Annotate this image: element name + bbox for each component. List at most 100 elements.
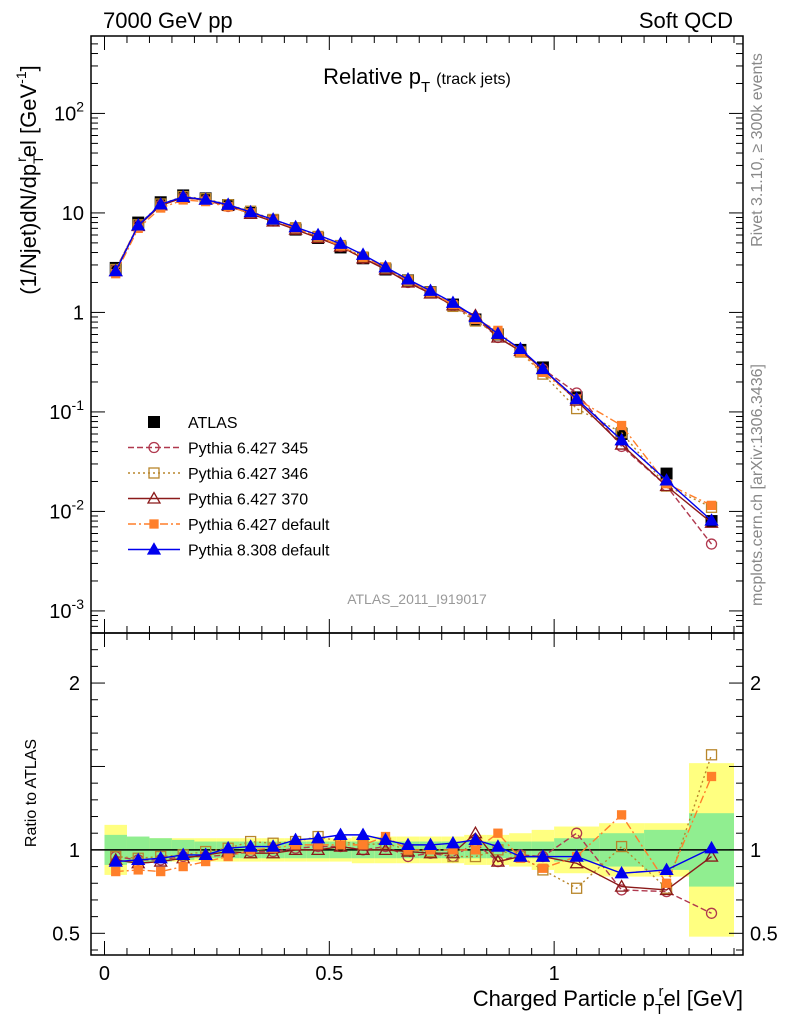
ratio-y-tick-label: 0.5 bbox=[52, 923, 80, 945]
side-label-events: Rivet 3.1.10, ≥ 300k events bbox=[749, 53, 766, 247]
data-point bbox=[288, 219, 303, 233]
legend-marker bbox=[148, 441, 160, 454]
data-point bbox=[614, 865, 629, 879]
legend-item: Pythia 6.427 default bbox=[128, 517, 330, 534]
data-point bbox=[265, 212, 281, 225]
legend-label: Pythia 6.427 345 bbox=[188, 441, 308, 458]
analysis-watermark: ATLAS_2011_I919017 bbox=[347, 591, 487, 607]
data-point bbox=[288, 832, 303, 846]
data-point bbox=[221, 197, 236, 210]
y-tick-label: 10-1 bbox=[49, 397, 84, 424]
legend-item: Pythia 6.427 345 bbox=[128, 441, 308, 458]
data-point bbox=[176, 189, 191, 203]
data-point bbox=[400, 272, 416, 285]
data-point bbox=[423, 283, 438, 296]
data-point bbox=[569, 391, 584, 405]
data-point bbox=[614, 432, 629, 446]
data-point bbox=[378, 832, 393, 846]
chart-title-note: (track jets) bbox=[436, 71, 511, 88]
data-point bbox=[490, 326, 506, 339]
data-point bbox=[490, 854, 506, 867]
legend-label: Pythia 6.427 default bbox=[188, 517, 330, 534]
legend-label: ATLAS bbox=[188, 415, 238, 432]
legend: ATLAS Pythia 6.427 345 Pythia 6.427 346 Pyt… bbox=[128, 415, 330, 560]
data-point bbox=[659, 862, 674, 876]
data-point bbox=[378, 259, 393, 273]
data-point bbox=[470, 845, 481, 855]
data-point bbox=[178, 861, 188, 872]
legend-label: Pythia 6.427 370 bbox=[188, 492, 308, 509]
ratio-y-tick-label: 2 bbox=[69, 673, 80, 695]
y-axis-label-unit-superscript: -1 bbox=[13, 71, 29, 84]
y-tick-exponent: -1 bbox=[72, 397, 85, 413]
data-point bbox=[704, 849, 719, 862]
y-tick-base: 10 bbox=[49, 601, 71, 623]
data-point bbox=[333, 236, 348, 249]
x-tick-label: 0 bbox=[99, 963, 110, 985]
x-tick-label: 0.5 bbox=[315, 963, 343, 985]
data-point bbox=[705, 538, 718, 550]
chart-title-main: Relative p bbox=[323, 64, 421, 89]
data-point bbox=[333, 827, 348, 841]
data-point bbox=[108, 854, 123, 867]
data-point bbox=[153, 197, 168, 210]
y-tick-base: 10 bbox=[54, 103, 76, 125]
y-axis-label-close: ] bbox=[16, 65, 41, 71]
series-pythia-6-427-default bbox=[111, 195, 717, 511]
y-axis-label-tail: el [GeV bbox=[16, 84, 41, 158]
data-point bbox=[445, 835, 461, 849]
data-point bbox=[355, 247, 371, 260]
y-axis-label-superscript: r bbox=[13, 157, 29, 162]
data-point bbox=[570, 882, 583, 894]
series-line bbox=[115, 195, 712, 508]
y-tick-exponent: -3 bbox=[72, 596, 85, 612]
data-point bbox=[111, 866, 121, 877]
data-point bbox=[131, 218, 146, 231]
legend-label: Pythia 6.427 346 bbox=[188, 466, 308, 483]
data-point bbox=[706, 771, 717, 782]
y-tick-exponent: -2 bbox=[72, 496, 85, 512]
data-point bbox=[310, 830, 326, 844]
data-point bbox=[614, 879, 629, 892]
data-point bbox=[358, 840, 368, 850]
data-point bbox=[616, 810, 627, 820]
series-line bbox=[115, 199, 712, 507]
data-point bbox=[198, 847, 213, 861]
ratio-y-tick-label-right: 1 bbox=[750, 840, 761, 862]
side-label-source: mcplots.cern.ch [arXiv:1306.3436] bbox=[749, 364, 766, 606]
legend-item: ATLAS bbox=[148, 415, 238, 432]
ratio-series-pythia-8-308-default bbox=[108, 827, 719, 879]
data-point bbox=[535, 849, 551, 862]
y-tick-label: 10 bbox=[62, 203, 84, 225]
data-point bbox=[223, 851, 233, 862]
data-point bbox=[569, 855, 584, 869]
x-axis-label-superscript: r bbox=[659, 983, 664, 1000]
data-point bbox=[335, 840, 346, 850]
data-point bbox=[423, 837, 438, 851]
y-tick-label: 10-3 bbox=[49, 596, 84, 623]
data-point bbox=[133, 865, 143, 875]
data-point bbox=[661, 878, 672, 888]
data-point bbox=[704, 513, 719, 526]
y-tick-label: 1 bbox=[73, 302, 84, 324]
data-point bbox=[445, 295, 461, 308]
x-tick-label: 1 bbox=[549, 963, 560, 985]
data-point bbox=[310, 227, 326, 241]
data-point bbox=[615, 840, 628, 853]
ratio-frame bbox=[90, 632, 744, 956]
y-tick-base: 10 bbox=[49, 501, 71, 523]
data-point bbox=[131, 852, 146, 866]
ratio-plot: 0.5 0.5 1 1 2 2 0 0.5 1 Ratio to ATLAS Charged Par… bbox=[23, 632, 778, 1018]
ratio-y-axis-label: Ratio to ATLAS bbox=[23, 739, 40, 847]
chart-title-subscript: T bbox=[421, 79, 430, 96]
data-point bbox=[156, 866, 166, 877]
legend-marker bbox=[149, 519, 159, 529]
y-tick-exponent: 2 bbox=[76, 98, 84, 114]
series-pythia-6-427-346 bbox=[110, 190, 718, 513]
x-axis-label: Charged Particle pTrel [GeV] bbox=[473, 983, 743, 1018]
header-right: Soft QCD bbox=[639, 8, 733, 33]
data-point bbox=[538, 863, 548, 873]
legend-label: Pythia 8.308 default bbox=[188, 543, 330, 560]
ratio-y-tick-label-right: 0.5 bbox=[750, 923, 778, 945]
